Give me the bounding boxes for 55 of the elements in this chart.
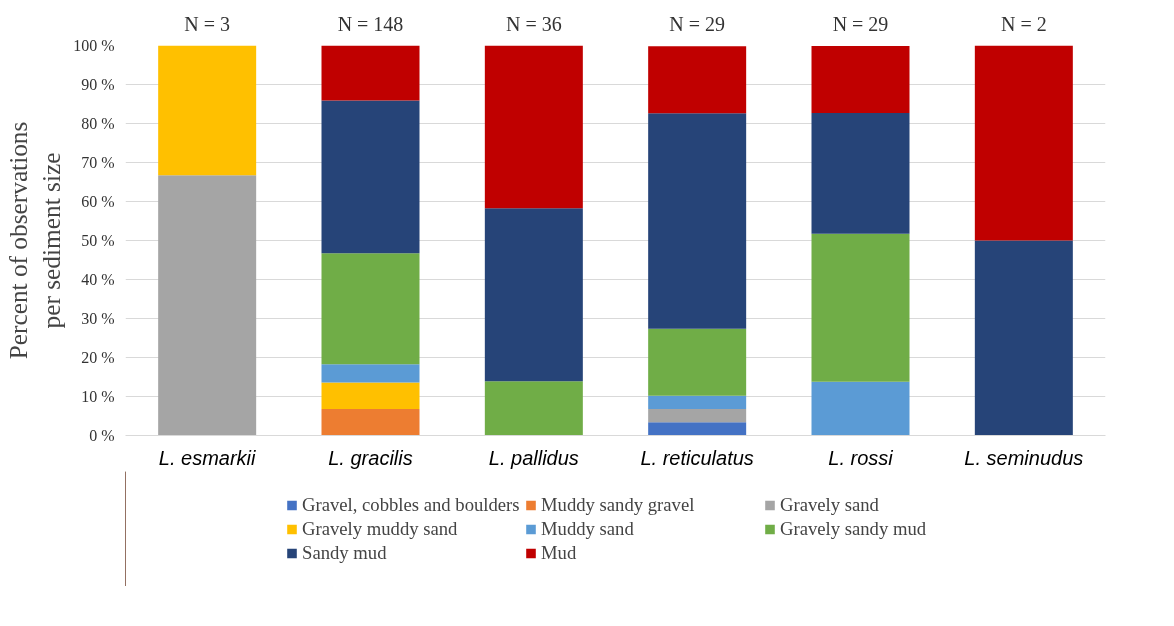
bar: [484, 45, 583, 209]
bar: [648, 328, 747, 396]
y-tick-label: 60 %: [81, 193, 115, 210]
y-axis-title: Percent of observations per sediment size: [3, 121, 66, 360]
text: N = 2: [1000, 12, 1047, 35]
legend-label: Gravely muddy sand: [302, 517, 459, 540]
bar: [321, 364, 420, 383]
text: N = 148: [337, 12, 404, 35]
y-tick-label: 30 %: [81, 310, 115, 327]
bar: [321, 382, 420, 409]
text: N = 36: [505, 12, 562, 35]
x-tick-label: L. esmarkii: [158, 446, 257, 469]
bar: [811, 45, 910, 113]
bar: [811, 112, 910, 234]
text: N = 3: [184, 12, 231, 35]
bar: [648, 113, 747, 329]
x-tick-label: L. pallidus: [488, 446, 579, 469]
x-tick-label: L. seminudus: [964, 446, 1084, 469]
x-tick-label: L. reticulatus: [640, 446, 754, 469]
y-tick-label: 20 %: [81, 349, 115, 366]
bar: [321, 100, 420, 254]
bar: [974, 45, 1073, 241]
legend-label: Muddy sandy gravel: [541, 493, 696, 516]
bar: [484, 381, 583, 436]
bar: [321, 45, 420, 101]
legend-label: Sandy mud: [302, 541, 388, 564]
y-tick-label: 40 %: [81, 271, 115, 288]
y-tick-label: 0 %: [89, 427, 115, 444]
x-tick-label: L. gracilis: [328, 446, 413, 469]
bar: [158, 175, 257, 436]
y-tick-label: 50 %: [81, 232, 115, 249]
y-tick-label: 100 %: [73, 37, 115, 54]
bar: [321, 408, 420, 436]
y-tick-label: 10 %: [81, 388, 115, 405]
bar: [811, 233, 910, 382]
legend-label: Gravely sandy mud: [780, 517, 928, 540]
bar: [648, 408, 747, 423]
legend-label: Muddy sand: [541, 517, 635, 540]
y-tick-label: 70 %: [81, 154, 115, 171]
bar: [974, 240, 1073, 436]
legend-label: Gravely sand: [780, 493, 880, 516]
bar: [648, 422, 747, 436]
bar: [158, 45, 257, 176]
bar: [811, 381, 910, 436]
text: N = 29: [832, 12, 889, 35]
legend-label: Mud: [541, 541, 578, 564]
bar: [321, 253, 420, 365]
bar: [648, 395, 747, 409]
text: N = 29: [669, 12, 726, 35]
x-tick-label: L. rossi: [828, 446, 894, 469]
bar: [648, 46, 747, 114]
bar: [484, 208, 583, 382]
y-tick-label: 90 %: [81, 76, 115, 93]
legend-label: Gravel, cobbles and boulders: [302, 493, 521, 516]
y-tick-label: 80 %: [81, 115, 115, 132]
